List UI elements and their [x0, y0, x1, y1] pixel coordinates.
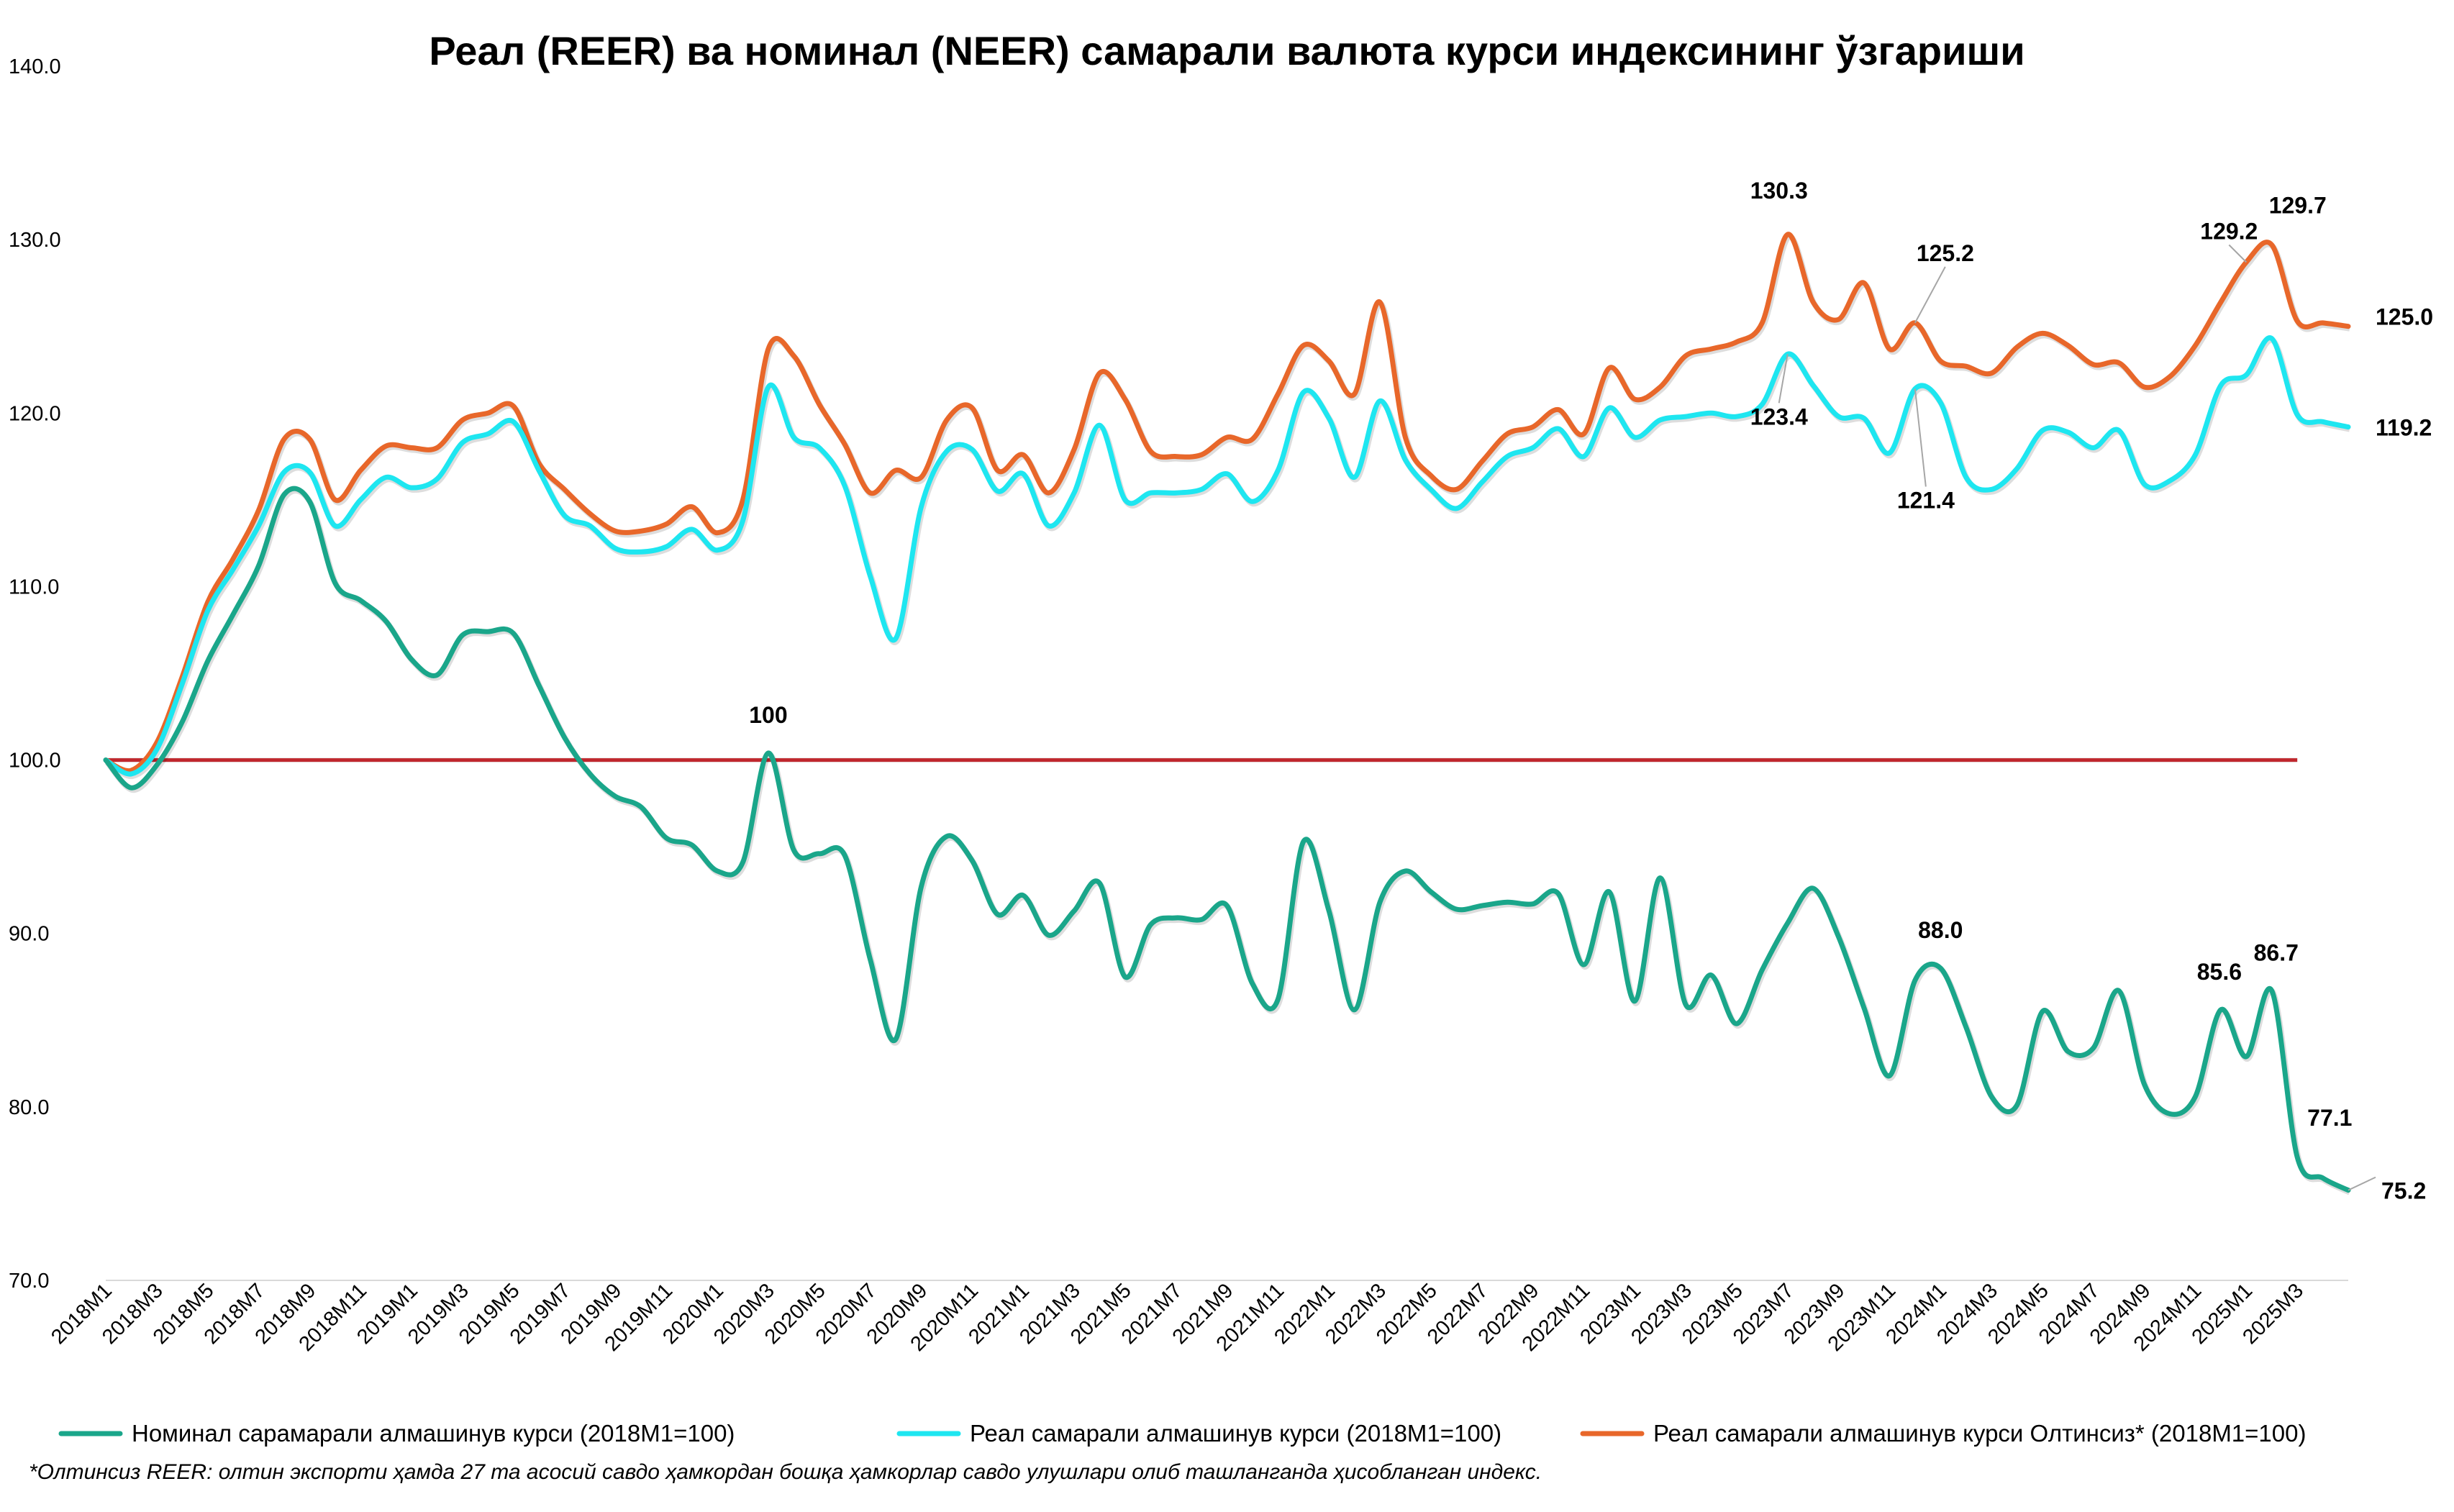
y-tick-label: 110.0 [9, 575, 59, 598]
y-tick-label: 80.0 [9, 1096, 49, 1119]
data-label: 130.3 [1750, 178, 1808, 204]
series-layer [103, 232, 2351, 1196]
series-line-reer [103, 335, 2351, 777]
y-tick-label: 140.0 [9, 55, 61, 78]
legend-label-neer: Номинал сарамарали алмашинув курси (2018… [132, 1420, 735, 1447]
series-line-reer_ex_gold [103, 232, 2351, 774]
data-label-leader [1914, 266, 1946, 324]
footnote: *Олтинсиз REER: олтин экспорти ҳамда 27 … [29, 1460, 1542, 1484]
legend-label-reer_ex_gold: Реал самарали алмашинув курси Олтинсиз* … [1653, 1420, 2306, 1447]
data-label: 77.1 [2307, 1105, 2352, 1131]
series-line-shadow [105, 337, 2350, 779]
data-label-leader [1914, 388, 1927, 487]
y-tick-label: 100.0 [9, 750, 61, 773]
data-label: 75.2 [2381, 1178, 2426, 1204]
chart-title: Реал (REER) ва номинал (NEER) самарали в… [429, 28, 2025, 73]
data-label: 129.2 [2200, 218, 2258, 244]
legend-label-reer: Реал самарали алмашинув курси (2018M1=10… [970, 1420, 1501, 1447]
data-label: 85.6 [2197, 959, 2242, 985]
data-label: 119.2 [2376, 415, 2432, 441]
data-label: 88.0 [1918, 917, 1963, 943]
y-tick-label: 90.0 [9, 923, 49, 946]
data-label-leader [2348, 1176, 2376, 1191]
series-line-shadow [104, 488, 2351, 1196]
data-label: 121.4 [1897, 488, 1955, 514]
legend: Номинал сарамарали алмашинув курси (2018… [58, 1420, 2306, 1447]
y-tick-label: 130.0 [9, 229, 61, 252]
data-label: 125.2 [1917, 240, 1974, 266]
y-tick-label: 120.0 [9, 402, 61, 425]
data-label-leader [2228, 244, 2248, 263]
series-line-neer [103, 486, 2351, 1193]
data-label: 129.7 [2269, 192, 2327, 218]
data-label: 86.7 [2254, 939, 2299, 965]
data-label: 123.4 [1750, 404, 1808, 429]
series-line-shadow [106, 233, 2350, 776]
axis-layer: 70.080.090.0100.0110.0120.0130.0140.0201… [9, 55, 2348, 1356]
data-label-leader [1778, 354, 1789, 404]
data-label: 125.0 [2376, 304, 2433, 330]
data-label: 100 [749, 702, 787, 728]
y-tick-label: 70.0 [9, 1270, 49, 1293]
data-label-layer: 100 88.0 85.6 86.7 77.1 75.2 123.4 121.4 119.2 13… [749, 178, 2433, 1204]
